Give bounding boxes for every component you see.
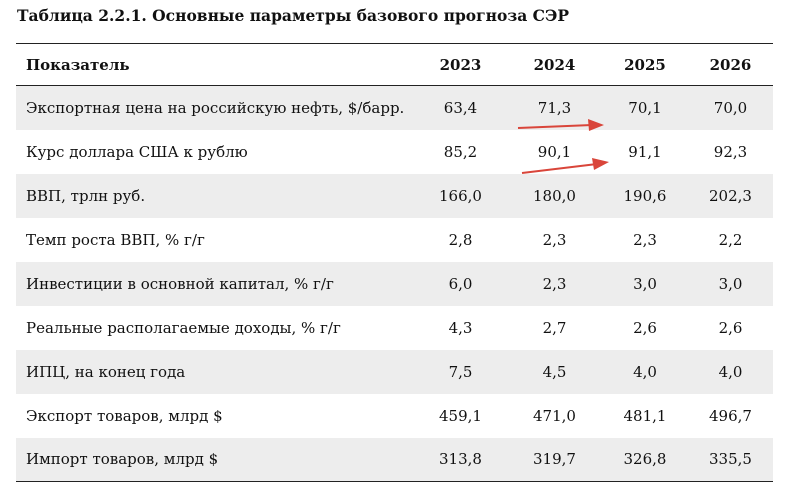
cell-value: 2,7 bbox=[542, 318, 567, 337]
forecast-table: Показатель 2023 2024 2025 2026 Экспортна… bbox=[16, 43, 773, 482]
cell-value: 202,3 bbox=[709, 186, 752, 205]
row-label: Инвестиции в основной капитал, % г/г bbox=[26, 274, 334, 293]
table-row: Темп роста ВВП, % г/г 2,8 2,3 2,3 2,2 bbox=[16, 218, 773, 262]
cell-value: 4,3 bbox=[448, 318, 473, 337]
cell-value: 481,1 bbox=[623, 406, 667, 425]
cell-value: 190,6 bbox=[623, 186, 667, 205]
row-label: Реальные располагаемые доходы, % г/г bbox=[26, 318, 341, 337]
row-label: ИПЦ, на конец года bbox=[26, 362, 186, 381]
header-year-2024: 2024 bbox=[533, 55, 576, 74]
table-row: Импорт товаров, млрд $ 313,8 319,7 326,8… bbox=[16, 437, 773, 482]
row-label: ВВП, трлн руб. bbox=[26, 186, 146, 205]
cell-value: 70,1 bbox=[628, 98, 662, 117]
cell-value: 63,4 bbox=[443, 98, 478, 117]
cell-value: 2,3 bbox=[542, 230, 567, 249]
cell-value: 2,8 bbox=[448, 230, 473, 249]
cell-value: 4,5 bbox=[542, 362, 567, 381]
header-row: Показатель 2023 2024 2025 2026 bbox=[16, 43, 773, 86]
table-row: ВВП, трлн руб. 166,0 180,0 190,6 202,3 bbox=[16, 173, 773, 218]
cell-value: 3,0 bbox=[633, 274, 657, 293]
cell-value: 496,7 bbox=[709, 406, 752, 425]
table-row: Реальные располагаемые доходы, % г/г 4,3… bbox=[16, 306, 773, 350]
cell-value: 7,5 bbox=[448, 362, 473, 381]
cell-value: 180,0 bbox=[533, 186, 576, 205]
header-year-2026: 2026 bbox=[709, 55, 752, 74]
table-row: Инвестиции в основной капитал, % г/г 6,0… bbox=[16, 261, 773, 306]
header-year-2025: 2025 bbox=[624, 55, 666, 74]
cell-value: 92,3 bbox=[713, 142, 748, 161]
cell-value: 4,0 bbox=[633, 362, 657, 381]
cell-value: 319,7 bbox=[533, 450, 576, 469]
cell-value: 166,0 bbox=[439, 186, 482, 205]
table-row: Курс доллара США к рублю 85,2 90,1 91,1 … bbox=[16, 130, 773, 174]
row-label: Экспорт товаров, млрд $ bbox=[26, 406, 223, 425]
cell-value: 71,3 bbox=[537, 98, 572, 117]
forecast-table-container: Показатель 2023 2024 2025 2026 Экспортна… bbox=[16, 43, 773, 482]
cell-value: 91,1 bbox=[628, 142, 662, 161]
row-label: Темп роста ВВП, % г/г bbox=[26, 230, 205, 249]
cell-value: 6,0 bbox=[448, 274, 473, 293]
row-label: Курс доллара США к рублю bbox=[26, 142, 248, 161]
cell-value: 326,8 bbox=[623, 450, 667, 469]
cell-value: 459,1 bbox=[439, 406, 482, 425]
cell-value: 2,6 bbox=[633, 318, 657, 337]
cell-value: 4,0 bbox=[718, 362, 743, 381]
cell-value: 85,2 bbox=[443, 142, 478, 161]
cell-value: 70,0 bbox=[713, 98, 748, 117]
header-year-2023: 2023 bbox=[439, 55, 482, 74]
table-row: Экспорт товаров, млрд $ 459,1 471,0 481,… bbox=[16, 394, 773, 438]
table-row: ИПЦ, на конец года 7,5 4,5 4,0 4,0 bbox=[16, 349, 773, 394]
cell-value: 2,3 bbox=[633, 230, 657, 249]
table-row: Экспортная цена на российскую нефть, $/б… bbox=[16, 85, 773, 130]
table-caption: Таблица 2.2.1. Основные параметры базово… bbox=[17, 6, 569, 25]
cell-value: 313,8 bbox=[439, 450, 482, 469]
cell-value: 3,0 bbox=[718, 274, 743, 293]
header-indicator: Показатель bbox=[26, 55, 130, 74]
row-label: Экспортная цена на российскую нефть, $/б… bbox=[26, 98, 405, 117]
cell-value: 335,5 bbox=[709, 450, 752, 469]
cell-value: 2,6 bbox=[718, 318, 743, 337]
cell-value: 2,3 bbox=[542, 274, 567, 293]
cell-value: 2,2 bbox=[718, 230, 743, 249]
cell-value: 471,0 bbox=[533, 406, 576, 425]
row-label: Импорт товаров, млрд $ bbox=[26, 450, 219, 469]
cell-value: 90,1 bbox=[537, 142, 572, 161]
